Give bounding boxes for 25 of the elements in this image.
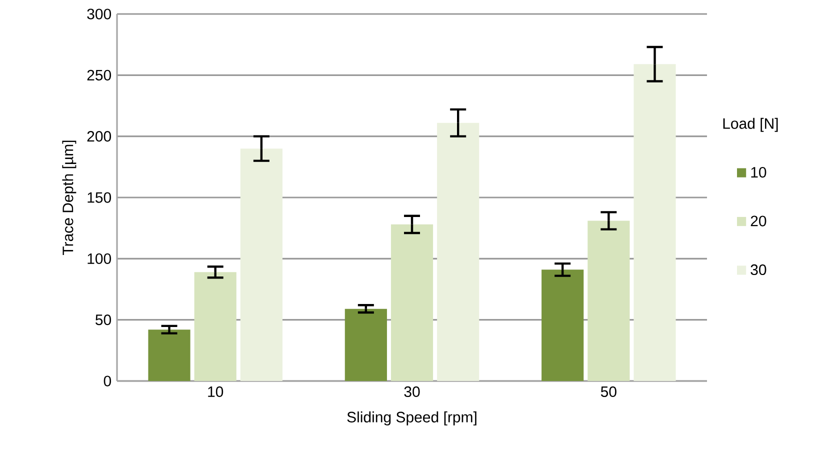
x-tick-label: 30	[404, 386, 420, 398]
y-tick-label: 300	[87, 8, 112, 20]
bar	[634, 64, 676, 382]
bar	[148, 330, 190, 382]
legend-label: 30	[750, 264, 766, 276]
y-tick-label: 200	[87, 131, 112, 142]
bar	[588, 220, 630, 382]
x-tick-label: 50	[600, 386, 616, 398]
bar	[344, 308, 387, 382]
x-tick-label: 10	[208, 386, 224, 398]
x-axis-title: Sliding Speed [rpm]	[347, 411, 476, 426]
legend-label: 10	[751, 166, 766, 178]
bar	[194, 272, 236, 382]
bar	[542, 270, 584, 382]
bar	[240, 148, 282, 382]
legend-label: 20	[750, 216, 766, 226]
y-tick-label: 0	[104, 376, 112, 386]
legend-title: Load [N]	[723, 118, 778, 132]
y-tick-label: 150	[88, 192, 112, 203]
y-tick-label: 100	[88, 253, 112, 264]
y-tick-label: 250	[87, 70, 112, 80]
bar	[390, 224, 434, 382]
y-axis-title: Trace Depth [µm]	[62, 140, 76, 255]
y-tick-label: 50	[96, 314, 112, 326]
bar	[437, 122, 480, 382]
